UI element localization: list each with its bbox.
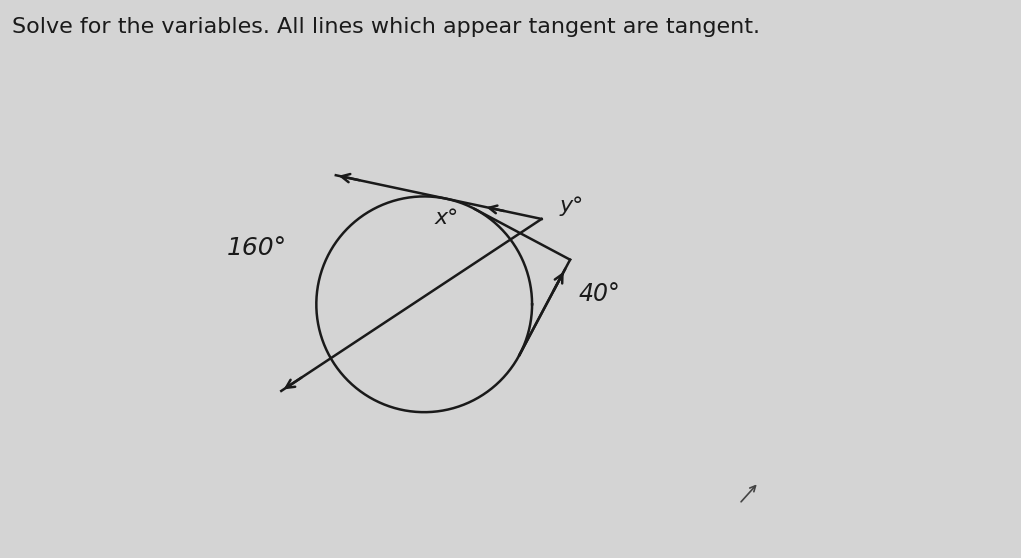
Text: x°: x° xyxy=(434,208,458,228)
Text: 40°: 40° xyxy=(579,282,621,306)
Text: y°: y° xyxy=(560,196,584,216)
Text: Solve for the variables. All lines which appear tangent are tangent.: Solve for the variables. All lines which… xyxy=(12,17,761,37)
Text: 160°: 160° xyxy=(227,236,287,260)
